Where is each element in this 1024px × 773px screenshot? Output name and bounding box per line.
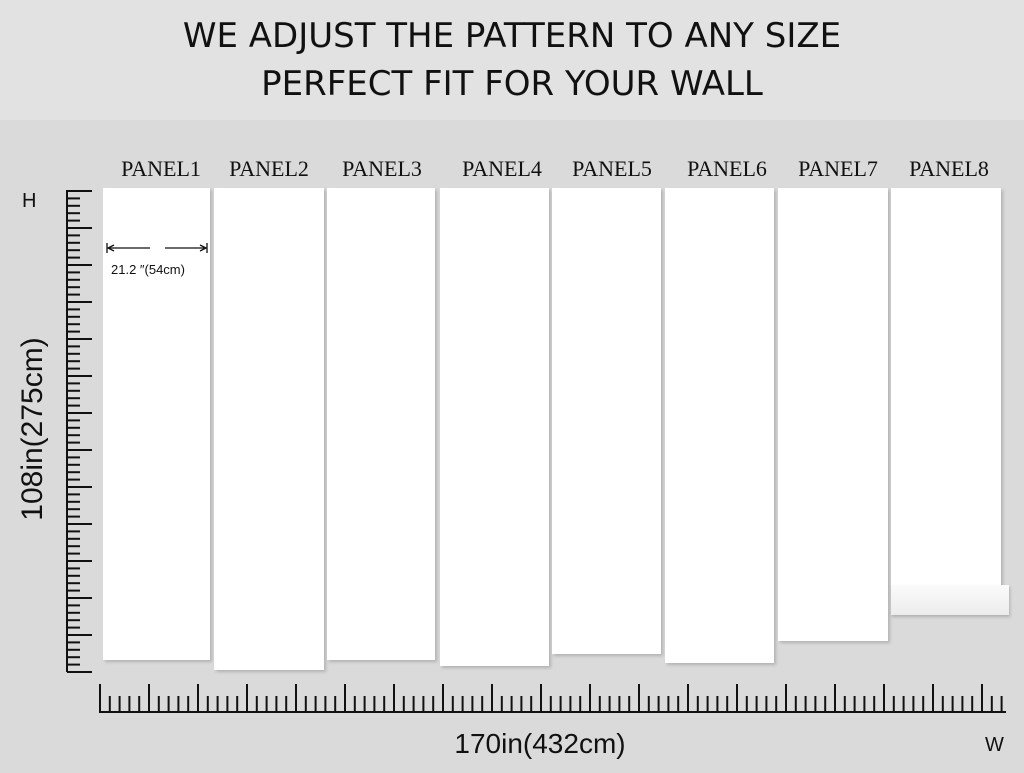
panel-label-8: PANEL8 <box>909 156 989 181</box>
header-band <box>0 0 1024 120</box>
panel-label-7: PANEL7 <box>798 156 878 181</box>
panel-8-roll <box>891 585 1009 615</box>
panel-label-1: PANEL1 <box>121 156 201 181</box>
panel-label-3: PANEL3 <box>342 156 422 181</box>
width-label: 170in(432cm) <box>454 728 626 759</box>
height-label: 108in(275cm) <box>16 337 49 521</box>
panel-width-label: 21.2 ″(54cm) <box>111 262 185 277</box>
panel-width-arrow <box>106 243 208 253</box>
panel-6 <box>665 188 774 663</box>
panel-5 <box>552 188 661 654</box>
panel-8 <box>891 188 1001 588</box>
panel-4 <box>440 188 549 666</box>
headline-line-1: WE ADJUST THE PATTERN TO ANY SIZE <box>182 16 842 56</box>
panel-1 <box>103 188 210 660</box>
panel-label-2: PANEL2 <box>229 156 309 181</box>
panel-7 <box>778 188 888 641</box>
panel-label-6: PANEL6 <box>687 156 767 181</box>
panel-label-5: PANEL5 <box>572 156 652 181</box>
panel-2 <box>214 188 324 670</box>
height-letter: H <box>22 190 37 212</box>
panel-label-4: PANEL4 <box>462 156 542 181</box>
width-letter: W <box>985 734 1004 756</box>
panel-3 <box>327 188 435 660</box>
headline-line-2: PERFECT FIT FOR YOUR WALL <box>261 64 763 104</box>
